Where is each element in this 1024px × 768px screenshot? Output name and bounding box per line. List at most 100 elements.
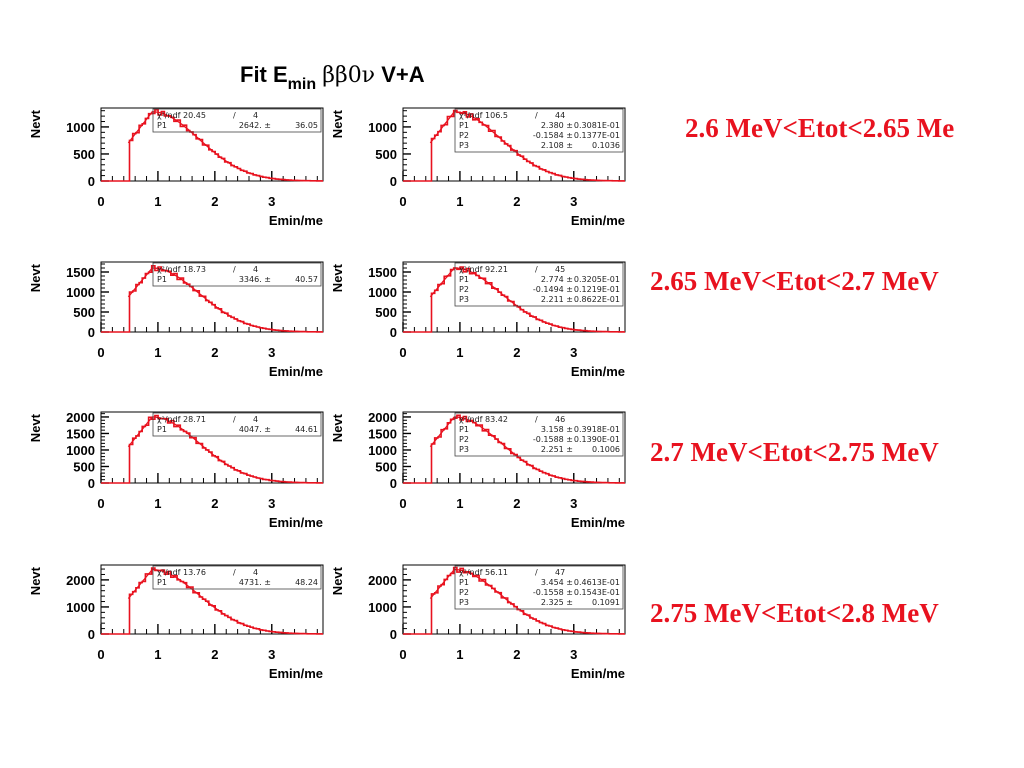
stat-value: / <box>535 415 538 424</box>
y-tick-label: 500 <box>73 459 95 474</box>
stat-value: -0.1558 ± <box>533 588 573 597</box>
stat-name: χ²/ndf 18.73 <box>157 265 206 274</box>
histogram-series <box>101 414 323 484</box>
plot-frame <box>100 564 324 635</box>
y-axis-label: Nevt <box>330 109 345 138</box>
y-tick-label: 0 <box>390 325 397 340</box>
stats-frame <box>454 412 624 457</box>
page-title: Fit Emin ββ0ν V+A <box>240 62 500 102</box>
fit-curve <box>429 568 624 635</box>
x-tick-label: 2 <box>211 496 218 511</box>
x-tick-label: 3 <box>570 345 577 360</box>
x-tick-label: 2 <box>513 647 520 662</box>
y-axis-label: Nevt <box>28 263 43 292</box>
fit-curve <box>429 267 624 333</box>
stats-frame <box>454 262 624 307</box>
stat-error: 0.4613E-01 <box>574 578 620 587</box>
stats-box: χ²/ndf 56.11 / 47 P1 3.454 ±0.4613E-01 P2 -0.1… <box>454 565 624 610</box>
stat-name: P2 <box>459 435 469 444</box>
stat-value: / <box>233 415 236 424</box>
stat-value: / <box>535 568 538 577</box>
y-tick-label: 2000 <box>368 573 397 588</box>
stat-name: χ²/ndf 106.5 <box>459 111 508 120</box>
y-tick-label: 0 <box>88 627 95 642</box>
stat-value: 2.251 ± <box>541 445 573 454</box>
stat-error: 0.1377E-01 <box>574 131 620 140</box>
x-axis-label: Emin/me <box>571 364 625 379</box>
y-tick-label: 0 <box>390 174 397 189</box>
x-tick-label: 0 <box>399 194 406 209</box>
stat-error: 4 <box>253 111 258 120</box>
histogram-series <box>101 109 323 182</box>
stat-name: χ²/ndf 92.21 <box>459 265 508 274</box>
stat-name: χ²/ndf 13.76 <box>157 568 206 577</box>
plot-frame <box>100 261 324 333</box>
stat-name: χ²/ndf 83.42 <box>459 415 508 424</box>
stat-name: χ²/ndf 20.45 <box>157 111 206 120</box>
y-tick-label: 1500 <box>66 265 95 280</box>
y-tick-label: 500 <box>73 147 95 162</box>
stat-value: -0.1588 ± <box>533 435 573 444</box>
stat-name: P1 <box>459 275 469 284</box>
stat-name: P3 <box>459 141 469 150</box>
chart-panel: 0 1 2 3 Emin/me 0 500 1000 1500 Nevt χ²/ndf 18.73 /… <box>28 261 324 379</box>
stat-value: 2.774 ± <box>541 275 573 284</box>
stat-value: 4047. ± <box>239 425 271 434</box>
stat-error: 0.1091 <box>592 598 620 607</box>
stat-value: / <box>233 568 236 577</box>
fit-curve <box>429 111 624 182</box>
chart-panel: 0 1 2 3 Emin/me 0 500 1000 Nevt χ²/ndf 20.45 / 4 P1 2… <box>28 107 324 228</box>
x-tick-label: 1 <box>456 496 463 511</box>
x-tick-label: 2 <box>513 496 520 511</box>
stats-box: χ²/ndf 28.71 / 4 P1 4047. ± 44.61 <box>152 412 322 437</box>
stats-frame <box>454 108 624 153</box>
stat-error: 0.1036 <box>592 141 620 150</box>
stat-error: 40.57 <box>295 275 318 284</box>
stats-frame <box>152 412 322 437</box>
y-tick-label: 0 <box>390 476 397 491</box>
range-label-1: 2.6 MeV<Etot<2.65 Me <box>685 113 955 143</box>
x-tick-label: 2 <box>513 345 520 360</box>
y-tick-label: 500 <box>73 305 95 320</box>
stat-name: χ²/ndf 28.71 <box>157 415 206 424</box>
stat-error: 4 <box>253 415 258 424</box>
stat-name: P1 <box>157 425 167 434</box>
stat-value: 2.108 ± <box>541 141 573 150</box>
x-tick-label: 1 <box>154 345 161 360</box>
plot-frame <box>402 564 626 635</box>
stat-value: / <box>233 265 236 274</box>
x-tick-label: 3 <box>570 194 577 209</box>
y-tick-label: 0 <box>88 476 95 491</box>
x-tick-label: 0 <box>399 647 406 662</box>
stat-name: P3 <box>459 598 469 607</box>
stat-name: P1 <box>157 578 167 587</box>
x-tick-label: 2 <box>211 194 218 209</box>
y-tick-label: 2000 <box>66 573 95 588</box>
stat-name: P3 <box>459 445 469 454</box>
plot-frame <box>100 107 324 182</box>
x-tick-label: 1 <box>154 496 161 511</box>
x-tick-label: 0 <box>97 194 104 209</box>
stat-value: 3346. ± <box>239 275 271 284</box>
stat-error: 47 <box>555 568 565 577</box>
stat-error: 45 <box>555 265 565 274</box>
x-tick-label: 3 <box>570 647 577 662</box>
range-label-2: 2.65 MeV<Etot<2.7 MeV <box>650 266 939 296</box>
y-tick-label: 1500 <box>368 426 397 441</box>
plot-frame <box>402 411 626 484</box>
y-axis-label: Nevt <box>330 566 345 595</box>
title-subscript: min <box>287 76 317 93</box>
stat-error: 46 <box>555 415 565 424</box>
y-tick-label: 2000 <box>368 410 397 425</box>
stat-value: -0.1584 ± <box>533 131 573 140</box>
stat-value: 2.380 ± <box>541 121 573 130</box>
chart-panel: 0 1 2 3 Emin/me 0 1000 2000 Nevt χ²/ndf 13.76 / 4 P1… <box>28 564 324 681</box>
stats-frame <box>152 108 322 133</box>
stat-error: 0.1219E-01 <box>574 285 620 294</box>
stat-error: 48.24 <box>295 578 318 587</box>
stat-value: 2.325 ± <box>541 598 573 607</box>
stat-name: P1 <box>459 121 469 130</box>
plot-frame <box>100 411 324 484</box>
y-tick-label: 0 <box>390 627 397 642</box>
